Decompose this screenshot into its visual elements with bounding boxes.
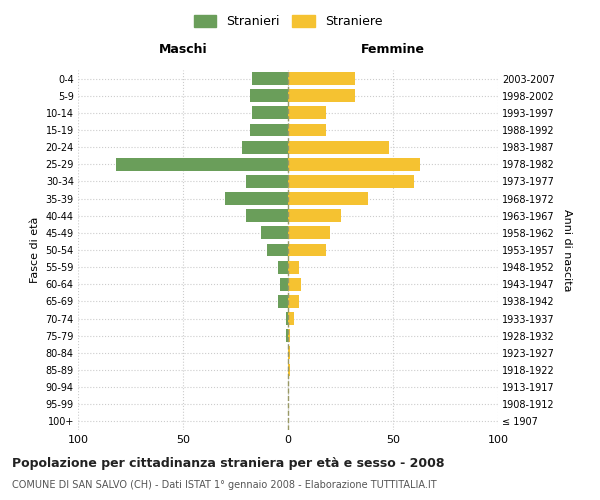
Text: Femmine: Femmine [361, 44, 425, 57]
Bar [288, 90, 355, 102]
Bar [286, 312, 288, 325]
Bar [288, 330, 290, 342]
Bar [288, 244, 326, 256]
Bar [250, 124, 288, 136]
Bar [288, 124, 326, 136]
Bar [288, 312, 295, 325]
Bar [288, 210, 341, 222]
Bar [288, 140, 389, 153]
Text: COMUNE DI SAN SALVO (CH) - Dati ISTAT 1° gennaio 2008 - Elaborazione TUTTITALIA.: COMUNE DI SAN SALVO (CH) - Dati ISTAT 1°… [12, 480, 437, 490]
Bar [225, 192, 288, 205]
Bar [242, 140, 288, 153]
Bar [288, 364, 290, 376]
Bar [288, 260, 299, 274]
Bar [288, 226, 330, 239]
Bar [280, 278, 288, 290]
Bar [260, 226, 288, 239]
Bar [116, 158, 288, 170]
Bar [288, 192, 368, 205]
Text: Popolazione per cittadinanza straniera per età e sesso - 2008: Popolazione per cittadinanza straniera p… [12, 458, 445, 470]
Legend: Stranieri, Straniere: Stranieri, Straniere [194, 15, 382, 28]
Bar [288, 158, 421, 170]
Bar [250, 90, 288, 102]
Bar [246, 210, 288, 222]
Bar [252, 106, 288, 120]
Bar [277, 295, 288, 308]
Bar [288, 346, 290, 360]
Bar [286, 330, 288, 342]
Bar [288, 72, 355, 85]
Y-axis label: Fasce di età: Fasce di età [30, 217, 40, 283]
Y-axis label: Anni di nascita: Anni di nascita [562, 209, 572, 291]
Bar [288, 295, 299, 308]
Bar [277, 260, 288, 274]
Text: Maschi: Maschi [158, 44, 208, 57]
Bar [288, 175, 414, 188]
Bar [288, 278, 301, 290]
Bar [246, 175, 288, 188]
Bar [288, 106, 326, 120]
Bar [267, 244, 288, 256]
Bar [252, 72, 288, 85]
